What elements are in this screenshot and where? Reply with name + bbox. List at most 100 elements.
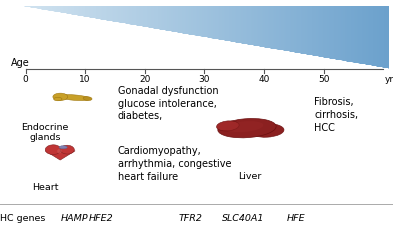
Polygon shape [171,7,172,33]
Polygon shape [274,7,275,50]
Polygon shape [134,7,136,26]
Polygon shape [236,7,237,43]
Polygon shape [372,7,373,67]
Polygon shape [272,7,273,50]
Polygon shape [112,7,114,22]
Polygon shape [44,7,45,11]
Polygon shape [66,7,67,15]
Polygon shape [250,7,251,46]
Polygon shape [149,7,150,29]
Polygon shape [29,7,30,8]
Polygon shape [126,7,127,25]
Polygon shape [339,7,340,61]
Polygon shape [244,7,246,45]
Ellipse shape [83,97,92,101]
Polygon shape [280,7,281,51]
Polygon shape [332,7,333,60]
Polygon shape [263,7,264,48]
Polygon shape [232,7,233,43]
Polygon shape [181,7,182,34]
Polygon shape [118,7,119,24]
Polygon shape [209,7,210,39]
Polygon shape [79,7,81,17]
Polygon shape [275,7,276,50]
Polygon shape [172,7,173,33]
Polygon shape [356,7,357,64]
Polygon shape [40,7,41,10]
Polygon shape [68,7,70,15]
Polygon shape [338,7,339,61]
Polygon shape [294,7,295,53]
Polygon shape [340,7,341,61]
Polygon shape [383,7,384,68]
Polygon shape [139,7,140,27]
Polygon shape [295,7,296,54]
Polygon shape [57,7,58,13]
Polygon shape [144,7,145,28]
Polygon shape [161,7,162,31]
Polygon shape [86,7,88,18]
Polygon shape [290,7,291,53]
Polygon shape [316,7,317,57]
Polygon shape [53,7,55,12]
Polygon shape [191,7,192,36]
Polygon shape [292,7,294,53]
Polygon shape [313,7,314,57]
Polygon shape [140,7,141,27]
Polygon shape [360,7,361,64]
Polygon shape [45,151,75,160]
Polygon shape [64,7,66,14]
Polygon shape [95,7,96,20]
Polygon shape [73,7,74,16]
Text: Cardiomyopathy,
arrhythmia, congestive
heart failure: Cardiomyopathy, arrhythmia, congestive h… [118,146,231,181]
Polygon shape [297,7,298,54]
Polygon shape [137,7,138,27]
Polygon shape [100,7,101,21]
Polygon shape [178,7,180,34]
Polygon shape [36,7,38,10]
Text: 50: 50 [318,74,329,83]
Polygon shape [26,7,28,8]
Polygon shape [165,7,166,31]
Polygon shape [99,7,100,20]
Polygon shape [214,7,215,40]
Polygon shape [67,7,68,15]
Polygon shape [362,7,364,65]
Polygon shape [317,7,318,57]
Polygon shape [46,7,47,11]
Polygon shape [287,7,288,52]
Polygon shape [349,7,350,63]
Polygon shape [283,7,284,52]
Polygon shape [90,7,92,19]
Polygon shape [336,7,338,61]
Polygon shape [104,7,105,21]
Text: Endocrine
glands: Endocrine glands [22,122,69,142]
Text: HFE: HFE [287,213,305,222]
Polygon shape [211,7,213,39]
Polygon shape [94,7,95,19]
Polygon shape [88,7,89,18]
Polygon shape [322,7,323,58]
Polygon shape [346,7,347,62]
Polygon shape [261,7,262,48]
Polygon shape [218,7,219,40]
Polygon shape [105,7,106,21]
Polygon shape [183,7,185,35]
Polygon shape [30,7,31,9]
Polygon shape [170,7,171,32]
Polygon shape [251,7,252,46]
Polygon shape [121,7,122,24]
Polygon shape [257,7,258,47]
Polygon shape [180,7,181,34]
Polygon shape [123,7,125,24]
Polygon shape [222,7,224,41]
Polygon shape [115,7,116,23]
Polygon shape [353,7,354,63]
Polygon shape [132,7,133,26]
Polygon shape [83,7,84,18]
Polygon shape [155,7,156,30]
Polygon shape [93,7,94,19]
Polygon shape [384,7,386,69]
Polygon shape [382,7,383,68]
Polygon shape [358,7,360,64]
